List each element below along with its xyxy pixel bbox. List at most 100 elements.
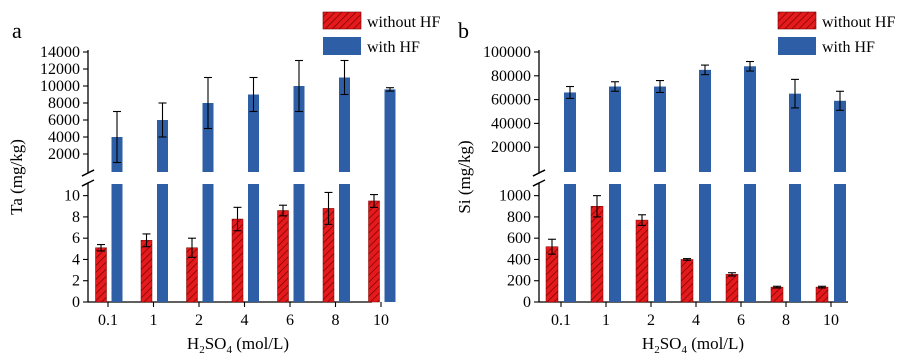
bar-with-hf (564, 92, 576, 303)
bar-without-hf (545, 246, 559, 303)
y-tick-label: 8 (72, 209, 80, 226)
bar-with-hf (834, 100, 846, 302)
y-tick-label: 6000 (48, 112, 80, 129)
y-tick-label: 800 (507, 209, 531, 226)
bar-with-hf (202, 103, 214, 302)
y-axis-label: Ta (mg/kg) (7, 139, 26, 215)
legend-swatch-with-hf (778, 37, 816, 55)
x-tick-label: 10 (373, 312, 389, 329)
x-tick-label: 8 (782, 312, 790, 329)
legend-label: without HF (822, 14, 895, 31)
bar-with-hf (744, 66, 756, 302)
x-axis-label-subscript: 2 (654, 344, 660, 354)
x-axis-label: H2SO4 (mol/L) (187, 334, 289, 354)
x-tick-label: 0.1 (551, 312, 571, 329)
bar-without-hf (231, 218, 244, 303)
bar-with-hf (609, 86, 621, 302)
panel-b: b Si (mg/kg) 0 200 400 600 800 1000 20000 40000… (455, 11, 895, 354)
bar-without-hf (277, 210, 289, 303)
bar-without-hf (635, 219, 649, 303)
axis-break-gap (540, 172, 849, 184)
y-tick-label: 60000 (491, 92, 531, 109)
x-tick-label: 10 (823, 312, 839, 329)
legend-swatch-without-hf (777, 11, 817, 30)
y-tick-label: 400 (507, 251, 531, 268)
x-tick-label: 2 (195, 312, 203, 329)
bar-without-hf (725, 274, 739, 303)
x-axis-label-subscript: 4 (681, 344, 687, 354)
x-axis-label-subscript: 4 (226, 344, 232, 354)
axis-break-mark (81, 179, 95, 187)
legend-swatch-with-hf (323, 37, 361, 55)
y-tick-label: 10000 (40, 78, 80, 95)
bar-with-hf (654, 86, 666, 302)
bar-without-hf (590, 206, 604, 303)
x-axis-label-part: (mol/L) (232, 334, 289, 353)
y-tick-label: 200 (507, 273, 531, 290)
legend-swatch-without-hf (322, 11, 362, 30)
x-tick-label: 6 (286, 312, 294, 329)
y-tick-label: 4 (72, 251, 80, 268)
x-axis-label-subscript: 2 (199, 344, 205, 354)
legend-label: without HF (367, 14, 440, 31)
y-tick-label: 600 (507, 230, 531, 247)
x-axis-label: H2SO4 (mol/L) (642, 334, 744, 354)
bar-with-hf (789, 93, 801, 303)
axis-break-mark (81, 169, 95, 177)
bar-without-hf (95, 247, 107, 303)
bar-without-hf (815, 286, 829, 303)
x-axis-label-part: H (187, 334, 199, 353)
x-tick-label: 8 (332, 312, 340, 329)
bar-without-hf (770, 286, 784, 303)
y-tick-label: 80000 (491, 68, 531, 85)
y-tick-label: 1000 (499, 188, 531, 205)
y-tick-label: 10 (64, 188, 80, 205)
x-axis-label-part: SO (660, 334, 682, 353)
panel-label: a (12, 18, 22, 43)
legend-label: with HF (822, 39, 875, 56)
legend: without HF with HF (322, 11, 440, 56)
y-axis-label: Si (mg/kg) (455, 140, 474, 213)
axis-break-gap (89, 172, 373, 184)
panel-label: b (458, 18, 469, 43)
y-tick-label: 12000 (40, 61, 80, 78)
x-tick-label: 6 (737, 312, 745, 329)
x-tick-label: 4 (692, 312, 700, 329)
y-tick-label: 8000 (48, 95, 80, 112)
bar-with-hf (157, 120, 168, 302)
x-axis-label-part: SO (205, 334, 227, 353)
panel-a: a Ta (mg/kg) 0 2 4 6 8 10 20004000600080001000… (7, 11, 440, 354)
y-tick-label: 6 (72, 230, 80, 247)
y-tick-label: 4000 (48, 129, 80, 146)
bar-without-hf (680, 259, 694, 303)
legend-label: with HF (367, 39, 420, 56)
bar-with-hf (384, 89, 396, 303)
chart-marks: 0200400600800100020000400006000080000100… (483, 44, 849, 329)
y-tick-label: 20000 (491, 139, 531, 156)
x-tick-label: 0.1 (98, 312, 118, 329)
bar-without-hf (140, 240, 153, 303)
axis-break-mark (532, 179, 546, 187)
bar-with-hf (699, 69, 711, 302)
x-tick-label: 1 (150, 312, 158, 329)
x-axis-label-part: (mol/L) (687, 334, 744, 353)
y-tick-label: 0 (523, 294, 531, 311)
x-axis-label-part: H (642, 334, 654, 353)
legend: without HF with HF (777, 11, 895, 56)
y-tick-label: 100000 (483, 44, 531, 61)
y-tick-label: 2 (72, 273, 80, 290)
x-tick-label: 1 (602, 312, 610, 329)
y-tick-label: 40000 (491, 115, 531, 132)
y-tick-label: 0 (72, 294, 80, 311)
bar-without-hf (368, 200, 380, 303)
bar-with-hf (339, 77, 350, 302)
bar-with-hf (248, 94, 259, 302)
y-tick-label: 14000 (40, 44, 80, 61)
bar-with-hf (293, 86, 305, 302)
bar-with-hf (111, 137, 123, 302)
x-tick-label: 4 (241, 312, 249, 329)
y-tick-label: 2000 (48, 146, 80, 163)
x-tick-label: 2 (647, 312, 655, 329)
